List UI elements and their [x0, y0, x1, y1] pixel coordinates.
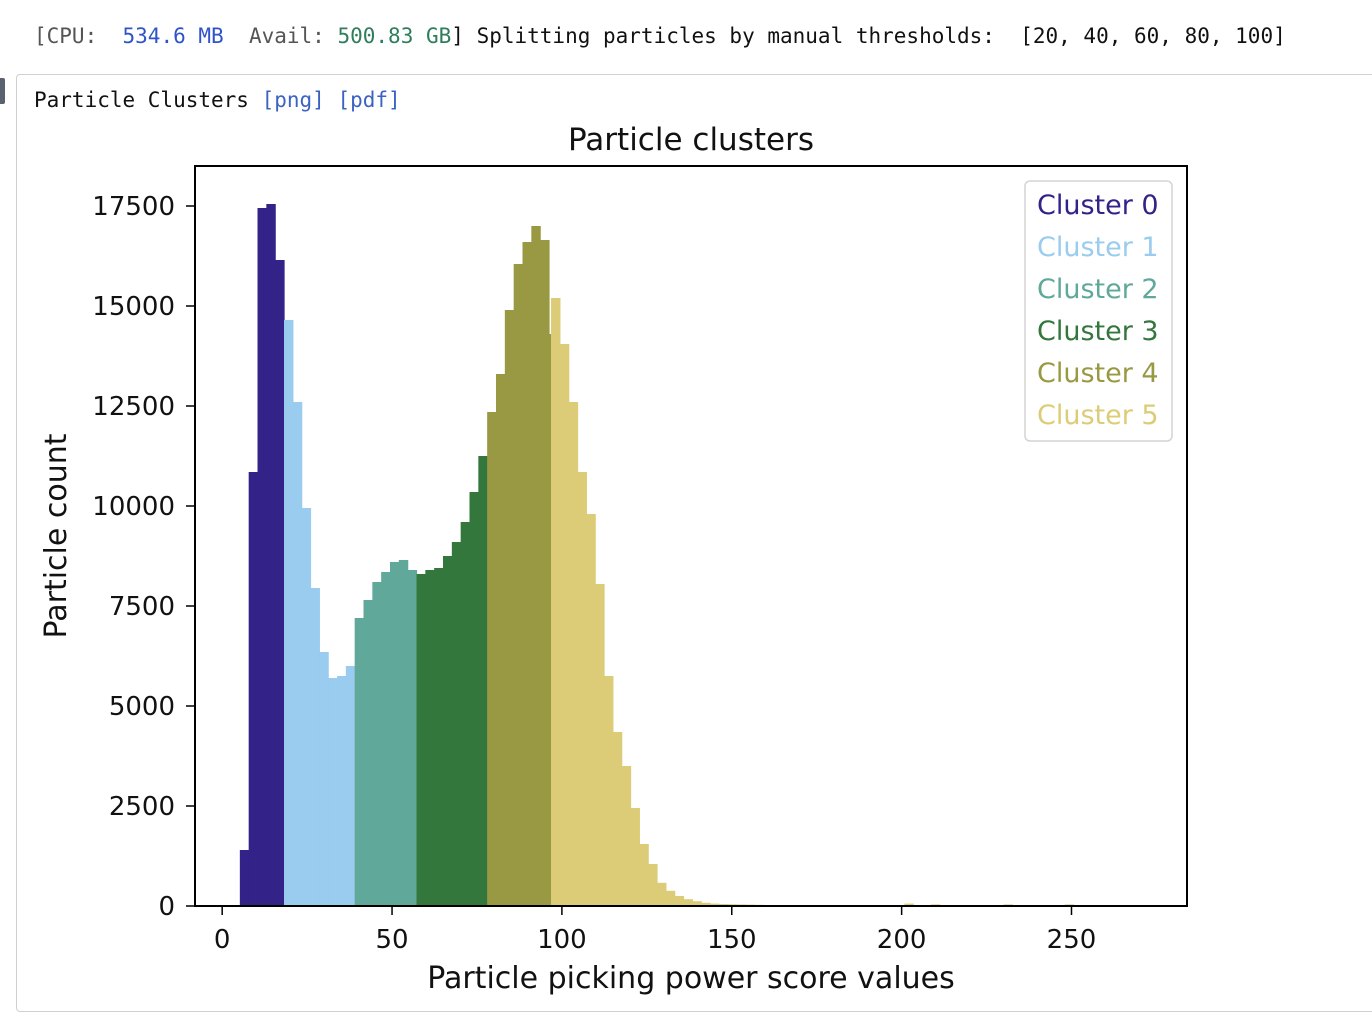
bar-cluster-4 — [513, 264, 524, 906]
bar-cluster-5 — [612, 732, 623, 906]
bar-cluster-3 — [469, 492, 479, 906]
bar-cluster-4 — [487, 412, 497, 906]
bar-cluster-1 — [301, 508, 312, 906]
bar-cluster-5 — [559, 344, 570, 906]
output-title: Particle Clusters — [34, 88, 249, 112]
bar-cluster-4 — [504, 310, 515, 906]
legend: Cluster 0 Cluster 1 Cluster 2 Cluster 3 Clus… — [1024, 180, 1173, 442]
bar-cluster-3 — [460, 522, 471, 906]
bar-cluster-5 — [630, 808, 640, 906]
bars-group — [239, 204, 1075, 906]
x-tick-label: 100 — [537, 925, 587, 955]
bar-cluster-1 — [319, 652, 329, 906]
legend-box — [1024, 180, 1173, 442]
bar-cluster-5 — [586, 514, 596, 906]
x-axis-label: Particle picking power score values — [427, 961, 955, 996]
y-tick-label: 2500 — [109, 792, 175, 822]
bar-cluster-0 — [275, 260, 285, 906]
bar-cluster-3 — [443, 556, 453, 906]
bar-cluster-5 — [621, 766, 632, 906]
y-axis-label: Particle count — [39, 433, 74, 638]
bar-cluster-3 — [425, 570, 435, 906]
x-tick-label: 200 — [877, 925, 927, 955]
y-tick-label: 0 — [158, 892, 175, 922]
y-tick-label: 17500 — [92, 192, 175, 222]
bar-cluster-0 — [257, 208, 267, 906]
bar-cluster-5 — [904, 903, 914, 906]
chart-title: Particle clusters — [568, 122, 814, 158]
y-tick-label: 5000 — [109, 692, 175, 722]
bar-cluster-5 — [692, 901, 702, 906]
bar-cluster-5 — [657, 882, 667, 906]
bar-cluster-0 — [248, 472, 259, 906]
bar-cluster-3 — [451, 542, 462, 906]
plot-frame — [194, 165, 1188, 907]
bar-cluster-1 — [292, 402, 303, 906]
bar-cluster-1 — [310, 588, 320, 906]
bar-cluster-5 — [604, 676, 614, 906]
bar-cluster-1 — [284, 320, 294, 906]
bar-cluster-4 — [522, 242, 532, 906]
bar-cluster-2 — [407, 570, 418, 906]
bar-cluster-2 — [381, 572, 391, 906]
bar-cluster-1 — [345, 666, 356, 906]
bar-cluster-2 — [363, 600, 373, 906]
legend-entry: Cluster 2 — [1037, 274, 1159, 305]
bar-cluster-5 — [648, 864, 658, 906]
x-tick-label: 150 — [707, 925, 757, 955]
bar-cluster-4 — [496, 374, 506, 906]
bar-cluster-2 — [372, 582, 382, 906]
bar-cluster-1 — [328, 678, 338, 906]
cell-collapse-marker[interactable] — [0, 78, 5, 104]
bar-cluster-3 — [478, 456, 488, 906]
y-tick-label: 12500 — [92, 392, 175, 422]
avail-value: 500.83 GB — [337, 24, 452, 48]
bar-cluster-0 — [266, 204, 276, 906]
bar-cluster-5 — [577, 472, 587, 906]
bar-cluster-5 — [665, 890, 676, 906]
bar-cluster-4 — [540, 240, 550, 906]
bar-cluster-2 — [390, 562, 400, 906]
bar-cluster-5 — [568, 402, 579, 906]
bar-cluster-5 — [674, 896, 685, 906]
pdf-link[interactable]: [pdf] — [337, 88, 401, 112]
y-axis: 0 2500 5000 7500 10000 12500 15000 17500 — [92, 192, 195, 922]
bar-cluster-5 — [701, 902, 711, 906]
bar-cluster-5 — [710, 903, 720, 906]
y-tick-label: 7500 — [109, 592, 175, 622]
legend-entry: Cluster 1 — [1037, 232, 1159, 263]
y-tick-label: 15000 — [92, 292, 175, 322]
png-link[interactable]: [png] — [261, 88, 325, 112]
legend-entry: Cluster 3 — [1037, 316, 1159, 347]
bar-cluster-5 — [683, 899, 693, 906]
log-message: ] Splitting particles by manual threshol… — [451, 24, 1286, 48]
x-tick-label: 0 — [214, 925, 231, 955]
bar-cluster-3 — [434, 568, 444, 906]
legend-entry: Cluster 4 — [1037, 358, 1159, 389]
bar-cluster-5 — [551, 298, 561, 906]
output-header: Particle Clusters [png] [pdf] — [34, 86, 401, 114]
x-tick-label: 250 — [1047, 925, 1097, 955]
legend-entry: Cluster 0 — [1037, 190, 1159, 221]
x-tick-label: 50 — [375, 925, 408, 955]
bar-cluster-5 — [595, 584, 605, 906]
legend-entry: Cluster 5 — [1037, 400, 1159, 431]
bar-cluster-3 — [416, 574, 426, 906]
cpu-label: [CPU: — [34, 24, 98, 48]
x-axis: 0 50 100 150 200 250 — [214, 906, 1096, 955]
avail-label: Avail: — [248, 24, 325, 48]
bar-cluster-0 — [239, 850, 250, 906]
bar-cluster-2 — [398, 560, 409, 906]
cpu-value: 534.6 MB — [122, 24, 224, 48]
log-line: [CPU: 534.6 MB Avail: 500.83 GB] Splitti… — [34, 22, 1286, 50]
y-tick-label: 10000 — [92, 492, 175, 522]
bar-cluster-4 — [531, 226, 541, 906]
bar-cluster-5 — [639, 844, 649, 906]
bar-cluster-1 — [337, 676, 347, 906]
bar-cluster-2 — [354, 618, 365, 906]
